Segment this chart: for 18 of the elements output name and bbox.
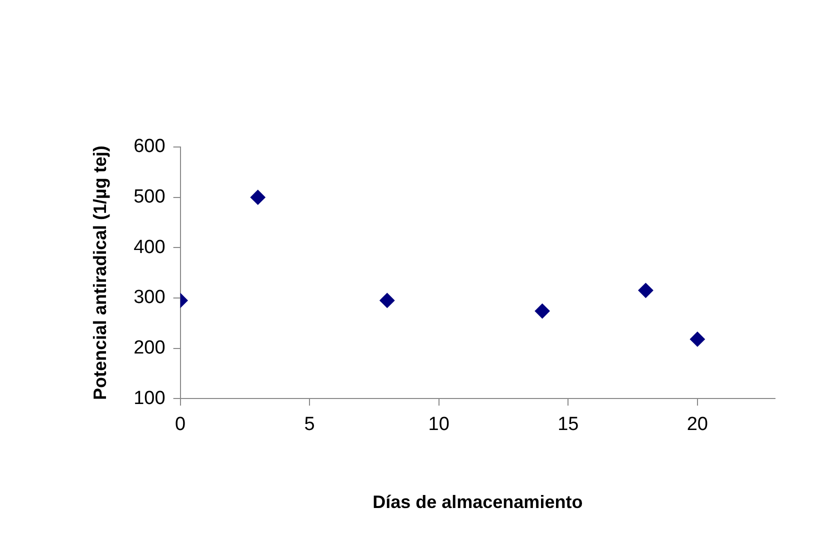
- point: [638, 282, 654, 298]
- y-tick-label: 200: [134, 338, 166, 359]
- x-axis-title: Días de almacenamiento: [372, 492, 583, 512]
- point: [534, 304, 550, 319]
- y-tick-label: 600: [134, 136, 166, 158]
- x-tick-label: 5: [304, 414, 315, 436]
- point: [250, 190, 266, 205]
- x-tick-label: 10: [428, 414, 450, 436]
- point: [690, 332, 705, 347]
- x-tick-label: 20: [686, 414, 708, 436]
- y-tick-label: 500: [134, 186, 166, 208]
- y-tick-label: 100: [134, 388, 166, 409]
- y-tick-label: 300: [134, 287, 166, 308]
- point: [380, 292, 395, 308]
- x-tick-label: 0: [175, 414, 186, 436]
- y-axis-title: Potencial antiradical (1/µg tej): [90, 146, 110, 400]
- x-tick-label: 15: [558, 414, 579, 436]
- y-tick-label: 400: [134, 236, 166, 258]
